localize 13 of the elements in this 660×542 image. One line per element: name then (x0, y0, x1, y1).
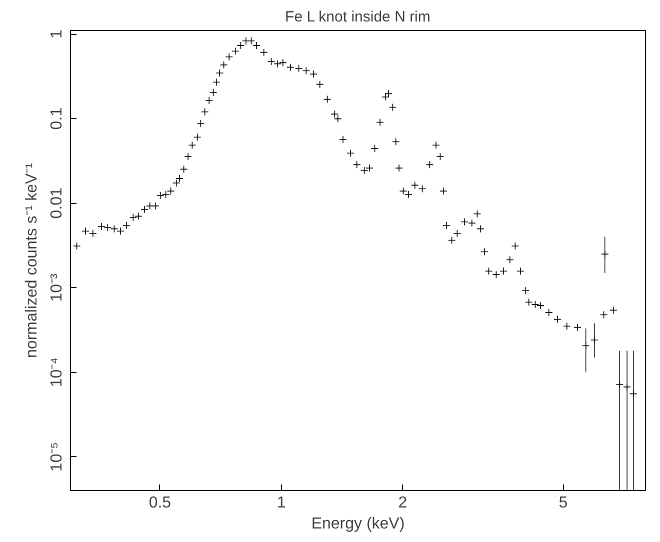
y-axis-title: normalized counts s⁻¹ keV⁻¹ (24, 163, 40, 358)
x-axis-title: Energy (keV) (311, 516, 405, 532)
x-tick-label: 0.5 (148, 494, 172, 512)
x-tick-label: 2 (398, 494, 408, 512)
y-tick-label: 0.1 (48, 107, 66, 130)
y-tick-label: 10⁻⁵ (48, 442, 66, 472)
x-tick-label: 1 (276, 494, 286, 512)
y-tick-label: 10⁻⁴ (48, 357, 66, 388)
y-tick-label: 0.01 (48, 187, 66, 219)
x-tick-label: 5 (558, 494, 568, 512)
chart-title: Fe L knot inside N rim (285, 8, 430, 26)
y-tick-label: 1 (48, 29, 66, 38)
y-tick-label: 10⁻³ (48, 272, 66, 302)
